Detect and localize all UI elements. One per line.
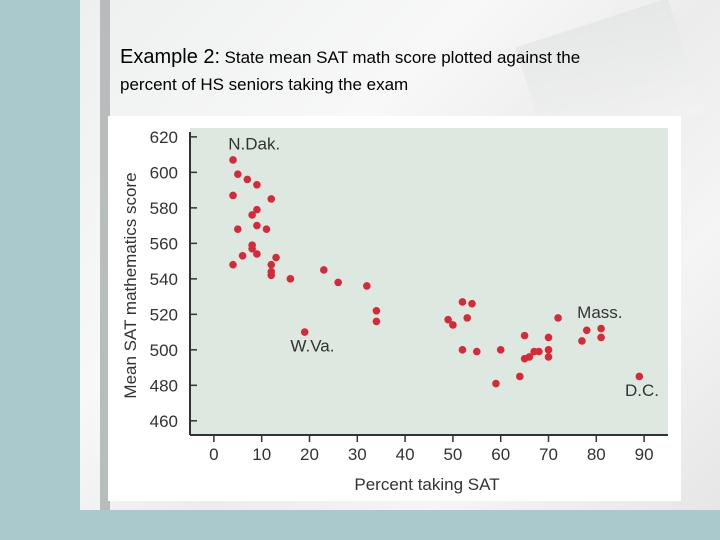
y-tick-label: 560 [150,234,178,253]
data-point [449,321,457,329]
point-annotation: Mass. [577,303,622,322]
x-tick-label: 50 [443,445,462,464]
y-axis-label: Mean SAT mathematics score [121,172,140,398]
x-tick-label: 90 [635,445,654,464]
slide-title-line2: percent of HS seniors taking the exam [120,75,409,94]
bottom-decor-band [80,510,720,540]
point-annotation: D.C. [625,381,659,400]
data-point [286,275,295,283]
x-tick-label: 60 [491,445,510,464]
data-point [516,372,524,381]
data-point [597,333,605,342]
data-point [597,324,605,333]
data-point [554,314,562,322]
y-tick-label: 600 [150,163,178,182]
data-point [372,317,381,326]
plot-area [190,128,668,435]
y-tick-label: 460 [150,412,178,431]
y-tick-label: 540 [150,270,178,289]
data-point [372,306,381,315]
data-point [473,347,481,356]
x-tick-label: 70 [539,445,558,464]
slide-title: Example 2: State mean SAT math score plo… [120,44,700,98]
data-point [267,195,276,203]
data-point [468,299,476,308]
y-tick-label: 480 [150,376,178,395]
scatter-chart: 460 480 500 520 540 560 580 600 620 0 10 20 30 40 50 60… [121,128,668,494]
data-point [248,211,256,219]
data-point [229,156,237,164]
data-point [267,271,276,280]
y-tick-label: 580 [150,199,178,218]
data-point [444,315,452,324]
x-tick-label: 30 [348,445,367,464]
data-point [544,346,553,354]
x-tick-label: 40 [396,445,415,464]
data-point [635,372,644,381]
slide-title-lead: Example 2: [120,46,221,68]
data-point [262,225,271,233]
left-decor-band [0,0,80,540]
data-point [320,266,328,274]
point-annotation: W.Va. [290,337,334,356]
data-point [363,282,371,290]
x-tick-label: 10 [252,445,271,464]
slide-title-rest: State mean SAT math score plotted agains… [224,48,581,67]
data-point [582,326,591,335]
y-tick-label: 620 [150,128,178,147]
data-point [463,314,472,322]
data-point [492,379,500,388]
data-point [253,221,261,230]
x-tick-label: 80 [587,445,606,464]
x-tick-label: 0 [209,445,218,464]
data-point [253,205,261,214]
x-axis-label: Percent taking SAT [354,475,499,494]
data-point [520,331,529,340]
data-point [253,250,261,258]
data-point [267,260,276,269]
data-point [229,191,237,200]
data-point [234,170,242,178]
y-tick-label: 520 [150,305,178,324]
data-point [238,251,247,260]
data-point [234,225,242,233]
data-point [535,347,543,356]
data-point [458,346,467,354]
y-tick-label: 500 [150,341,178,360]
data-point [243,175,252,184]
data-point [248,244,256,253]
chart-frame: 460 480 500 520 540 560 580 600 620 0 10 20 30 40 50 60… [108,116,681,501]
data-point [544,333,553,342]
data-point [334,278,342,287]
data-point [525,353,534,361]
data-point [544,353,553,361]
point-annotation: N.Dak. [228,134,280,153]
data-point [272,253,280,262]
data-point [229,260,237,269]
x-tick-label: 20 [300,445,319,464]
data-point [496,346,505,354]
data-point [578,337,586,345]
data-point [458,298,467,306]
data-point [300,328,309,336]
data-point [253,180,261,189]
